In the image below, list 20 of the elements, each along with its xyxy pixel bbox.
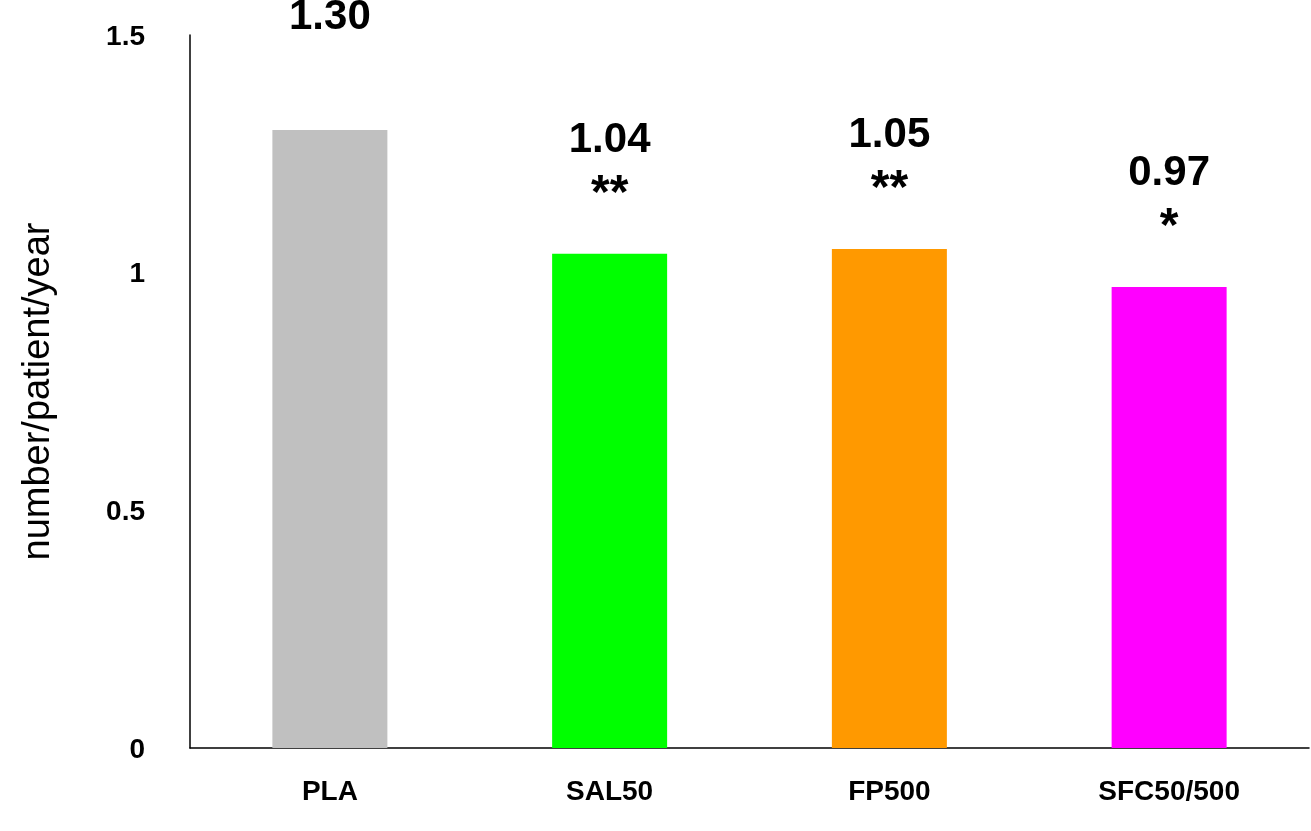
bar [1111, 286, 1227, 748]
annotation: ** [590, 165, 629, 219]
annotation: ** [870, 160, 909, 214]
bar [831, 248, 947, 748]
y-tick-label: 0 [129, 732, 145, 764]
data-label: 1.05 [848, 109, 931, 157]
data-label: 1.04 [568, 114, 652, 162]
bar [272, 130, 388, 748]
x-tick-label: SAL50 [566, 774, 654, 806]
x-tick-label: SFC50/500 [1098, 774, 1240, 806]
annotation: * [1159, 198, 1179, 252]
x-tick-label: PLA [301, 774, 358, 806]
y-tick-label: 1 [129, 257, 145, 289]
bar [552, 253, 668, 748]
data-label: 1.30 [289, 0, 371, 38]
y-tick-label: 0.5 [106, 494, 145, 526]
x-tick-label: FP500 [848, 774, 931, 806]
data-label: 0.97 [1128, 147, 1210, 195]
y-tick-label: 1.5 [106, 19, 145, 51]
y-axis-title: number/patient/year [15, 222, 57, 561]
